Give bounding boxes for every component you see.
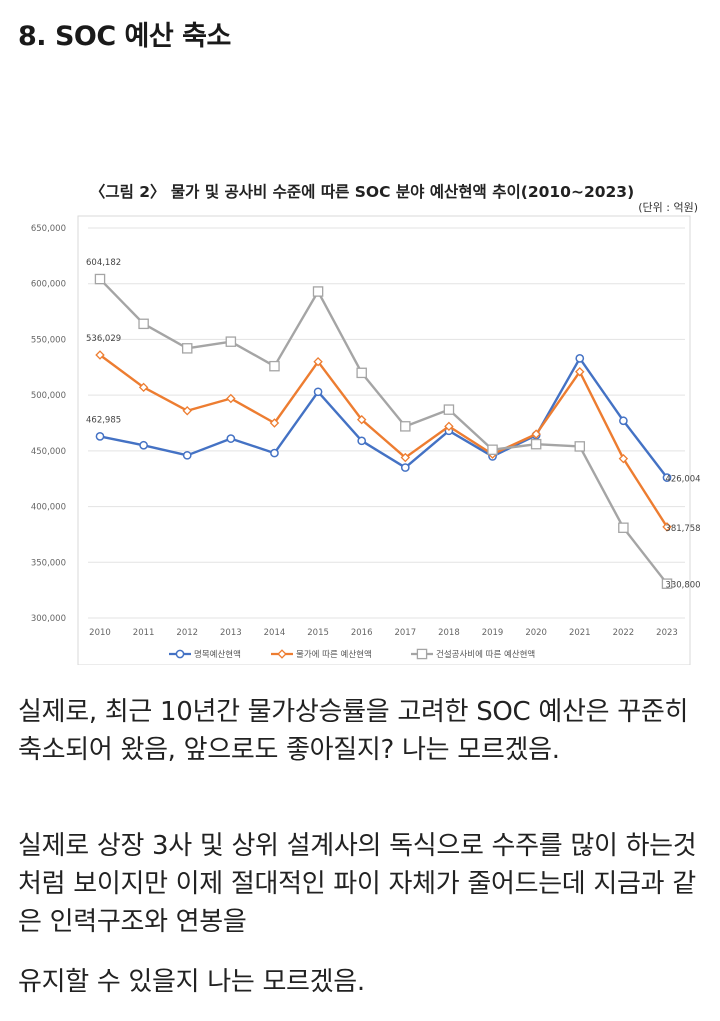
data-point <box>225 336 237 347</box>
post-heading: 8. SOC 예산 축소 <box>18 21 231 52</box>
y-tick-label: 300,000 <box>31 614 66 624</box>
data-point <box>531 429 541 439</box>
data-point <box>313 387 323 397</box>
x-tick-label: 2012 <box>176 628 198 638</box>
x-tick-label: 2013 <box>220 628 242 638</box>
data-point <box>312 286 324 297</box>
body-paragraph-3: 유지할 수 있을지 나는 모르겠음. <box>18 967 365 997</box>
data-label: 330,800 <box>665 581 700 591</box>
x-tick-label: 2023 <box>656 628 678 638</box>
chart-unit-note: (단위 : 억원) <box>638 201 698 214</box>
data-point <box>356 367 367 379</box>
series-diamond <box>95 350 672 532</box>
data-label: 604,182 <box>86 258 121 268</box>
data-point <box>416 648 428 660</box>
data-point <box>181 343 193 354</box>
body-paragraph-1: 실제로, 최근 10년간 물가상승률을 고려한 SOC 예산은 꾸준히 축소되어… <box>18 697 689 765</box>
y-tick-label: 400,000 <box>31 503 66 513</box>
data-point <box>618 453 629 464</box>
data-point <box>356 414 367 425</box>
y-tick-label: 500,000 <box>31 391 66 401</box>
data-point <box>400 463 410 472</box>
legend-label: 건설공사비에 따른 예산현액 <box>436 649 535 660</box>
x-tick-label: 2016 <box>351 628 373 638</box>
x-tick-label: 2022 <box>613 628 635 638</box>
x-tick-label: 2020 <box>525 628 547 638</box>
data-point <box>94 273 106 285</box>
data-point <box>662 522 672 532</box>
body-paragraph-2: 실제로 상장 3사 및 상위 설계사의 독식으로 수주를 많이 하는것 처럼 보… <box>18 831 697 937</box>
y-tick-label: 550,000 <box>31 335 66 345</box>
y-tick-label: 450,000 <box>31 447 66 457</box>
chart-figure: 〈그림 2〉 물가 및 공사비 수준에 따른 SOC 분야 예산현액 추이(20… <box>0 160 720 665</box>
budget-trend-chart: 〈그림 2〉 물가 및 공사비 수준에 따른 SOC 분야 예산현액 추이(20… <box>31 182 701 665</box>
series-line <box>99 357 668 479</box>
data-point <box>139 440 148 450</box>
data-label: 462,985 <box>86 415 121 425</box>
data-point <box>182 406 192 416</box>
data-point <box>662 473 672 482</box>
data-point <box>575 367 585 377</box>
legend-label: 명목예산현액 <box>194 649 241 660</box>
x-tick-label: 2017 <box>394 628 416 638</box>
data-point <box>530 438 542 450</box>
data-point <box>226 434 236 443</box>
data-point <box>487 444 498 455</box>
data-point <box>138 382 149 393</box>
series-circle <box>95 354 672 482</box>
data-point <box>444 421 454 432</box>
legend-item: 물가에 따른 예산현액 <box>271 649 372 660</box>
data-point <box>138 318 149 330</box>
data-point <box>400 421 411 432</box>
data-point <box>313 356 323 367</box>
x-tick-label: 2018 <box>438 628 460 638</box>
y-tick-label: 650,000 <box>31 224 66 234</box>
data-point <box>400 452 411 463</box>
x-tick-label: 2014 <box>264 628 286 638</box>
series-line <box>99 278 668 585</box>
series-square <box>94 273 673 589</box>
data-point <box>619 416 628 426</box>
x-tick-label: 2015 <box>307 628 329 638</box>
data-point <box>443 404 455 415</box>
data-point <box>357 436 367 446</box>
plot-frame <box>77 215 691 665</box>
y-tick-label: 350,000 <box>31 558 66 568</box>
chart-title: 〈그림 2〉 물가 및 공사비 수준에 따른 SOC 분야 예산현액 추이(20… <box>90 182 634 201</box>
data-point <box>226 393 236 404</box>
legend-item: 건설공사비에 따른 예산현액 <box>411 648 535 660</box>
series-line <box>99 354 669 528</box>
data-point <box>575 354 585 363</box>
data-point <box>269 360 280 372</box>
legend-label: 물가에 따른 예산현액 <box>296 649 372 660</box>
data-point <box>277 649 287 659</box>
data-point <box>95 432 105 441</box>
data-point <box>618 522 629 533</box>
data-point <box>269 418 280 428</box>
data-point <box>175 649 185 659</box>
x-tick-label: 2019 <box>482 628 504 638</box>
x-tick-label: 2021 <box>569 628 591 638</box>
data-label: 536,029 <box>86 334 121 344</box>
data-point <box>182 450 192 460</box>
data-point <box>95 350 105 360</box>
y-tick-label: 600,000 <box>31 280 66 290</box>
data-point <box>574 441 586 452</box>
data-label: 381,758 <box>665 524 700 534</box>
data-point <box>661 578 673 589</box>
data-point <box>270 448 279 458</box>
x-tick-label: 2011 <box>133 628 155 638</box>
legend-item: 명목예산현액 <box>169 649 241 660</box>
data-label: 426,004 <box>665 475 700 485</box>
x-tick-label: 2010 <box>89 628 111 638</box>
